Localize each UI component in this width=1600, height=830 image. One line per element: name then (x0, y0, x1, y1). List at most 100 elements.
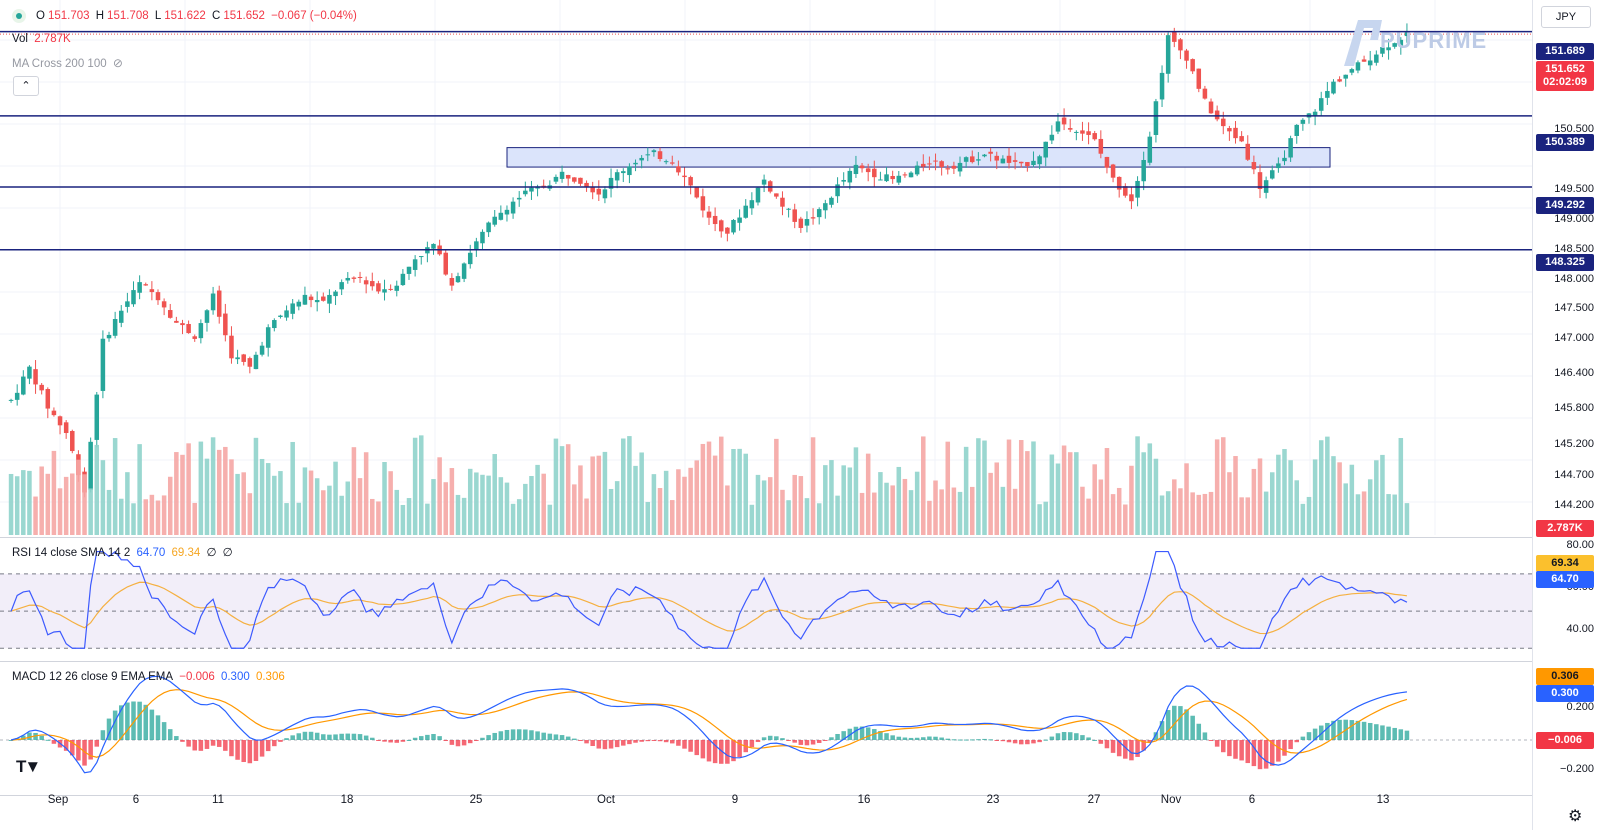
volume-bar (872, 492, 877, 535)
price-tag: 150.389 (1536, 134, 1594, 151)
volume-bar (284, 503, 289, 535)
candle-body (486, 222, 491, 233)
macd-signal-value: 0.306 (255, 671, 285, 683)
volume-bar (425, 503, 430, 535)
volume-bar (1300, 503, 1306, 535)
volume-bar (737, 448, 742, 535)
macd-histogram-bar (1361, 721, 1367, 740)
candle-body (412, 259, 418, 270)
candle-body (45, 389, 51, 409)
volume-bar (198, 441, 204, 535)
candle-body (1221, 118, 1226, 127)
volume-bar (180, 454, 185, 535)
macd-histogram-bar (308, 731, 314, 740)
macd-histogram-bar (718, 740, 724, 764)
volume-bar (804, 498, 810, 535)
macd-tag: 0.300 (1536, 685, 1594, 702)
volume-bar (657, 488, 663, 535)
volume-bar (712, 455, 718, 535)
macd-histogram-bar (621, 740, 626, 746)
tradingview-logo-icon[interactable]: T▼ (16, 757, 41, 776)
time-tick-label: Nov (1160, 794, 1182, 806)
volume-bar (682, 476, 687, 535)
macd-histogram-bar (1049, 736, 1055, 740)
volume-bar (718, 436, 724, 535)
macd-histogram-bar (572, 738, 577, 740)
macd-histogram-bar (908, 737, 914, 740)
rsi-value: 64.70 (136, 547, 166, 559)
candle-body (1000, 158, 1006, 164)
price-axis[interactable]: JPY 150.500 149.500 149.000 148.500 148.000 1… (1532, 0, 1600, 830)
eye-hidden-icon[interactable]: ⊘ (112, 56, 123, 70)
volume-bar (1318, 440, 1324, 535)
volume-bar (39, 466, 44, 535)
macd-histogram-bar (137, 701, 142, 740)
time-axis[interactable]: Sep 6 11 18 25 Oct 9 16 23 27 Nov 6 13 (0, 794, 1532, 830)
rsi-panel[interactable] (0, 538, 1532, 660)
macd-histogram-bar (1178, 706, 1183, 740)
macd-histogram-bar (859, 726, 865, 740)
currency-selector[interactable]: JPY (1541, 6, 1591, 28)
volume-bar (210, 437, 216, 535)
time-tick-label: Sep (47, 794, 69, 806)
candle-body (951, 165, 957, 169)
candle-body (14, 392, 20, 400)
macd-histogram-bar (412, 737, 418, 740)
collapse-legend-button[interactable]: ⌃ (13, 76, 39, 96)
macd-histogram-bar (559, 735, 565, 740)
macd-histogram-bar (994, 740, 1000, 741)
volume-bar (859, 492, 865, 535)
volume-bar (786, 500, 791, 535)
macd-histogram-bar (1282, 740, 1287, 756)
macd-histogram-bar (645, 740, 651, 742)
volume-bar (663, 470, 669, 535)
macd-histogram-bar (357, 734, 363, 740)
candle-body (1202, 88, 1208, 99)
macd-histogram-bar (755, 740, 761, 743)
volume-bar (865, 453, 871, 535)
macd-histogram-bar (1190, 715, 1195, 740)
price-chart[interactable] (0, 0, 1532, 535)
macd-histogram-bar (663, 740, 669, 743)
candle-body (1055, 121, 1061, 132)
volume-bar (1306, 496, 1312, 535)
macd-panel[interactable] (0, 662, 1532, 794)
volume-bar (1055, 463, 1061, 535)
macd-histogram-bar (633, 740, 638, 743)
macd-histogram-bar (39, 735, 44, 740)
ma-cross-legend[interactable]: MA Cross 200 100 ⊘ (12, 56, 123, 70)
volume-bar (1031, 441, 1036, 535)
candle-body (798, 218, 804, 228)
candle-body (1245, 143, 1251, 160)
rsi-chart[interactable] (0, 538, 1532, 660)
volume-bar (1361, 491, 1367, 535)
volume-bar (155, 500, 161, 535)
macd-histogram-bar (510, 729, 516, 740)
volume-bar (204, 458, 210, 535)
volume-bar (694, 460, 700, 535)
volume-bar (596, 455, 602, 535)
candle-body (155, 292, 161, 301)
volume-bar (688, 467, 693, 535)
gear-icon[interactable]: ⚙ (1568, 808, 1583, 825)
macd-histogram-bar (798, 740, 804, 745)
macd-histogram-bar (1159, 721, 1165, 740)
candle-body (296, 301, 302, 307)
volume-bar (106, 489, 112, 535)
macd-chart[interactable] (0, 662, 1532, 794)
macd-histogram-bar (76, 740, 81, 761)
candle-body (480, 231, 485, 244)
price-panel[interactable] (0, 0, 1532, 535)
volume-bar (1025, 451, 1030, 535)
candle-body (137, 282, 142, 293)
macd-histogram-bar (82, 740, 87, 766)
macd-histogram-bar (198, 740, 204, 751)
candle-body (394, 285, 400, 291)
candle-body (1147, 136, 1153, 163)
macd-histogram-bar (553, 734, 559, 740)
macd-histogram-bar (284, 738, 289, 740)
candle-body (461, 263, 467, 279)
time-tick-label: 6 (132, 794, 140, 806)
candle-body (1361, 59, 1367, 62)
macd-histogram-bar (1325, 722, 1330, 740)
